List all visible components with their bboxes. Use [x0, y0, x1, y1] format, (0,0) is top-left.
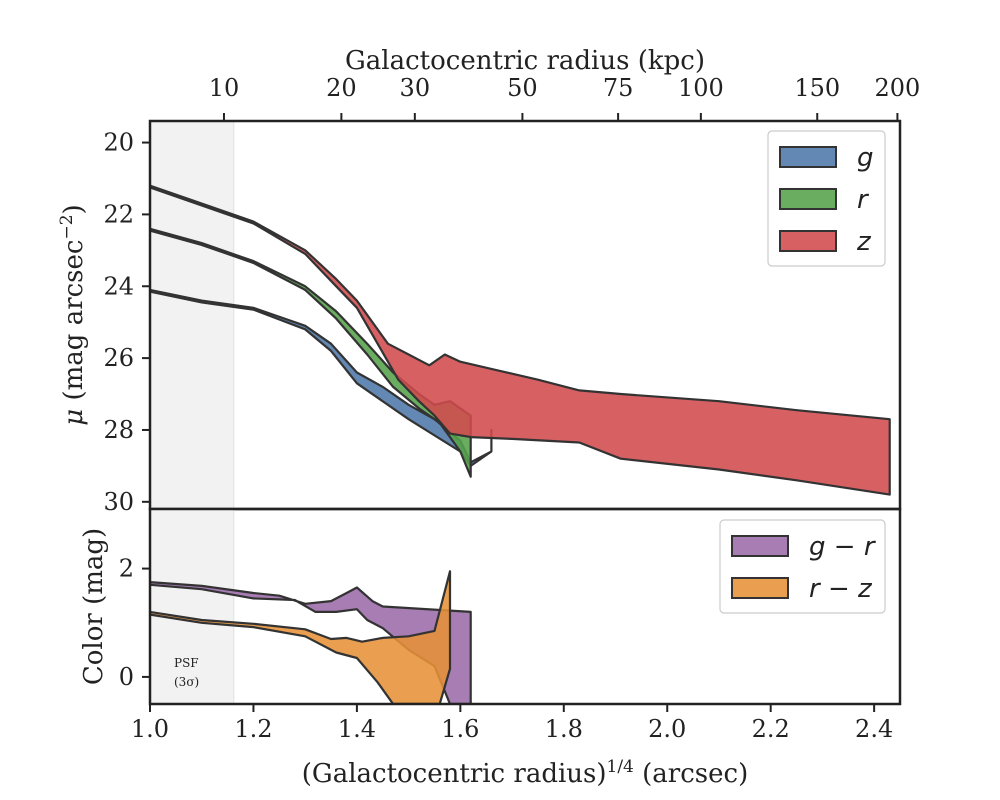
bottom-panel-frame [148, 507, 902, 706]
legend-label: g − r [809, 532, 877, 562]
psf-label-line1: PSF [174, 656, 199, 670]
kpc-tick-label: 150 [794, 74, 840, 102]
color-panel: 02 1.0 1.2 1.4 1.6 1.8 2.0 2.2 2.4 g − rr − z P… [119, 507, 902, 743]
legend-swatch [779, 146, 837, 168]
legend-bands: grz [767, 130, 886, 267]
legend-colors: g − r r − z [719, 519, 886, 614]
x-tick-label: 1.2 [234, 715, 272, 743]
legend-swatch [779, 188, 837, 210]
y-tick-label-top: 30 [103, 488, 134, 516]
y-axis-ticks-bottom: 02 [119, 555, 150, 691]
mu-band-r [150, 227, 472, 478]
kpc-tick-label: 10 [209, 74, 240, 102]
legend-label: r [857, 185, 870, 215]
legend-swatch [731, 577, 789, 599]
y-tick-label-bottom: 0 [119, 663, 134, 691]
x-tick-label: 2.0 [648, 715, 686, 743]
x-tick-label: 1.8 [545, 715, 583, 743]
psf-region-top [149, 120, 235, 510]
x-tick-label: 1.4 [338, 715, 376, 743]
kpc-tick-label: 75 [603, 74, 634, 102]
legend-swatch [779, 230, 837, 252]
surface-brightness-bands [150, 184, 891, 496]
psf-region-bottom [149, 508, 235, 705]
legend-swatch [731, 535, 789, 557]
color-band-gr [150, 581, 472, 704]
x-tick-label: 1.0 [131, 715, 169, 743]
y-axis-title-bottom: Color (mag) [79, 528, 109, 685]
kpc-tick-label: 50 [507, 74, 538, 102]
y-tick-label-top: 22 [103, 200, 134, 228]
kpc-tick-label: 20 [326, 74, 357, 102]
top-axis-title: Galactocentric radius (kpc) [345, 46, 705, 76]
legend-label: r − z [809, 574, 873, 604]
kpc-tick-label: 200 [875, 74, 921, 102]
legend-label: z [856, 227, 872, 257]
x-axis-title: (Galactocentric radius)1/4 (arcsec) [302, 757, 748, 789]
y-tick-label-top: 26 [103, 344, 134, 372]
y-axis-ticks-top: 20 22 24 26 28 30 [103, 129, 150, 516]
y-tick-label-top: 24 [103, 272, 134, 300]
psf-label-line2: (3σ) [174, 675, 199, 689]
top-kpc-axis-ticks: 10 20 30 50 75 100 150 200 [209, 74, 921, 121]
color-band-rz [150, 570, 452, 704]
x-tick-label: 2.2 [752, 715, 790, 743]
kpc-tick-label: 30 [400, 74, 431, 102]
surface-brightness-panel: 20 22 24 26 28 30 10 20 30 50 75 100 150 200 grz [103, 74, 920, 516]
mu-band-z [150, 184, 891, 496]
x-axis-ticks-bottom: 1.0 1.2 1.4 1.6 1.8 2.0 2.2 2.4 [131, 704, 893, 743]
legend-label: g [857, 143, 874, 173]
kpc-tick-label: 100 [678, 74, 724, 102]
y-axis-title-top: μ (mag arcsec−2) [57, 204, 89, 425]
y-tick-label-top: 28 [103, 416, 134, 444]
x-tick-label: 1.6 [441, 715, 479, 743]
color-bands [150, 570, 472, 704]
y-tick-label-top: 20 [103, 129, 134, 157]
y-tick-label-bottom: 2 [119, 555, 134, 583]
x-tick-label: 2.4 [855, 715, 893, 743]
